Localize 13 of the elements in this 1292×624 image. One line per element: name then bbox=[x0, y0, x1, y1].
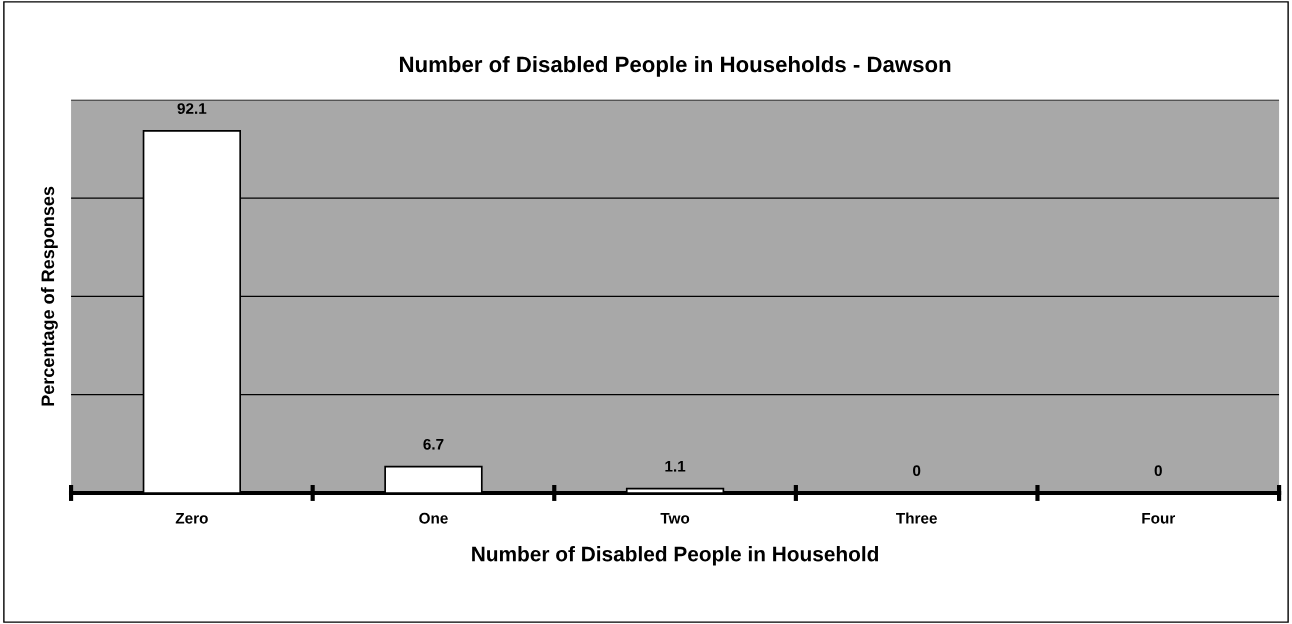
y-axis-title: Percentage of Responses bbox=[40, 186, 58, 406]
x-tick-label: One bbox=[419, 512, 448, 524]
chart-title: Number of Disabled People in Households - Dawson bbox=[400, 55, 951, 77]
x-tick-label: Four bbox=[1142, 512, 1176, 524]
data-label: 0 bbox=[1154, 465, 1162, 477]
x-tick-label: Three bbox=[896, 512, 937, 524]
data-label: 1.1 bbox=[665, 461, 686, 472]
data-label: 0 bbox=[913, 465, 921, 477]
x-axis-title: Number of Disabled People in Household bbox=[472, 546, 879, 566]
data-label: 6.7 bbox=[423, 438, 444, 450]
x-tick-label: Zero bbox=[175, 512, 208, 524]
x-tick-label: Two bbox=[660, 512, 690, 524]
data-label: 92.1 bbox=[177, 103, 207, 114]
